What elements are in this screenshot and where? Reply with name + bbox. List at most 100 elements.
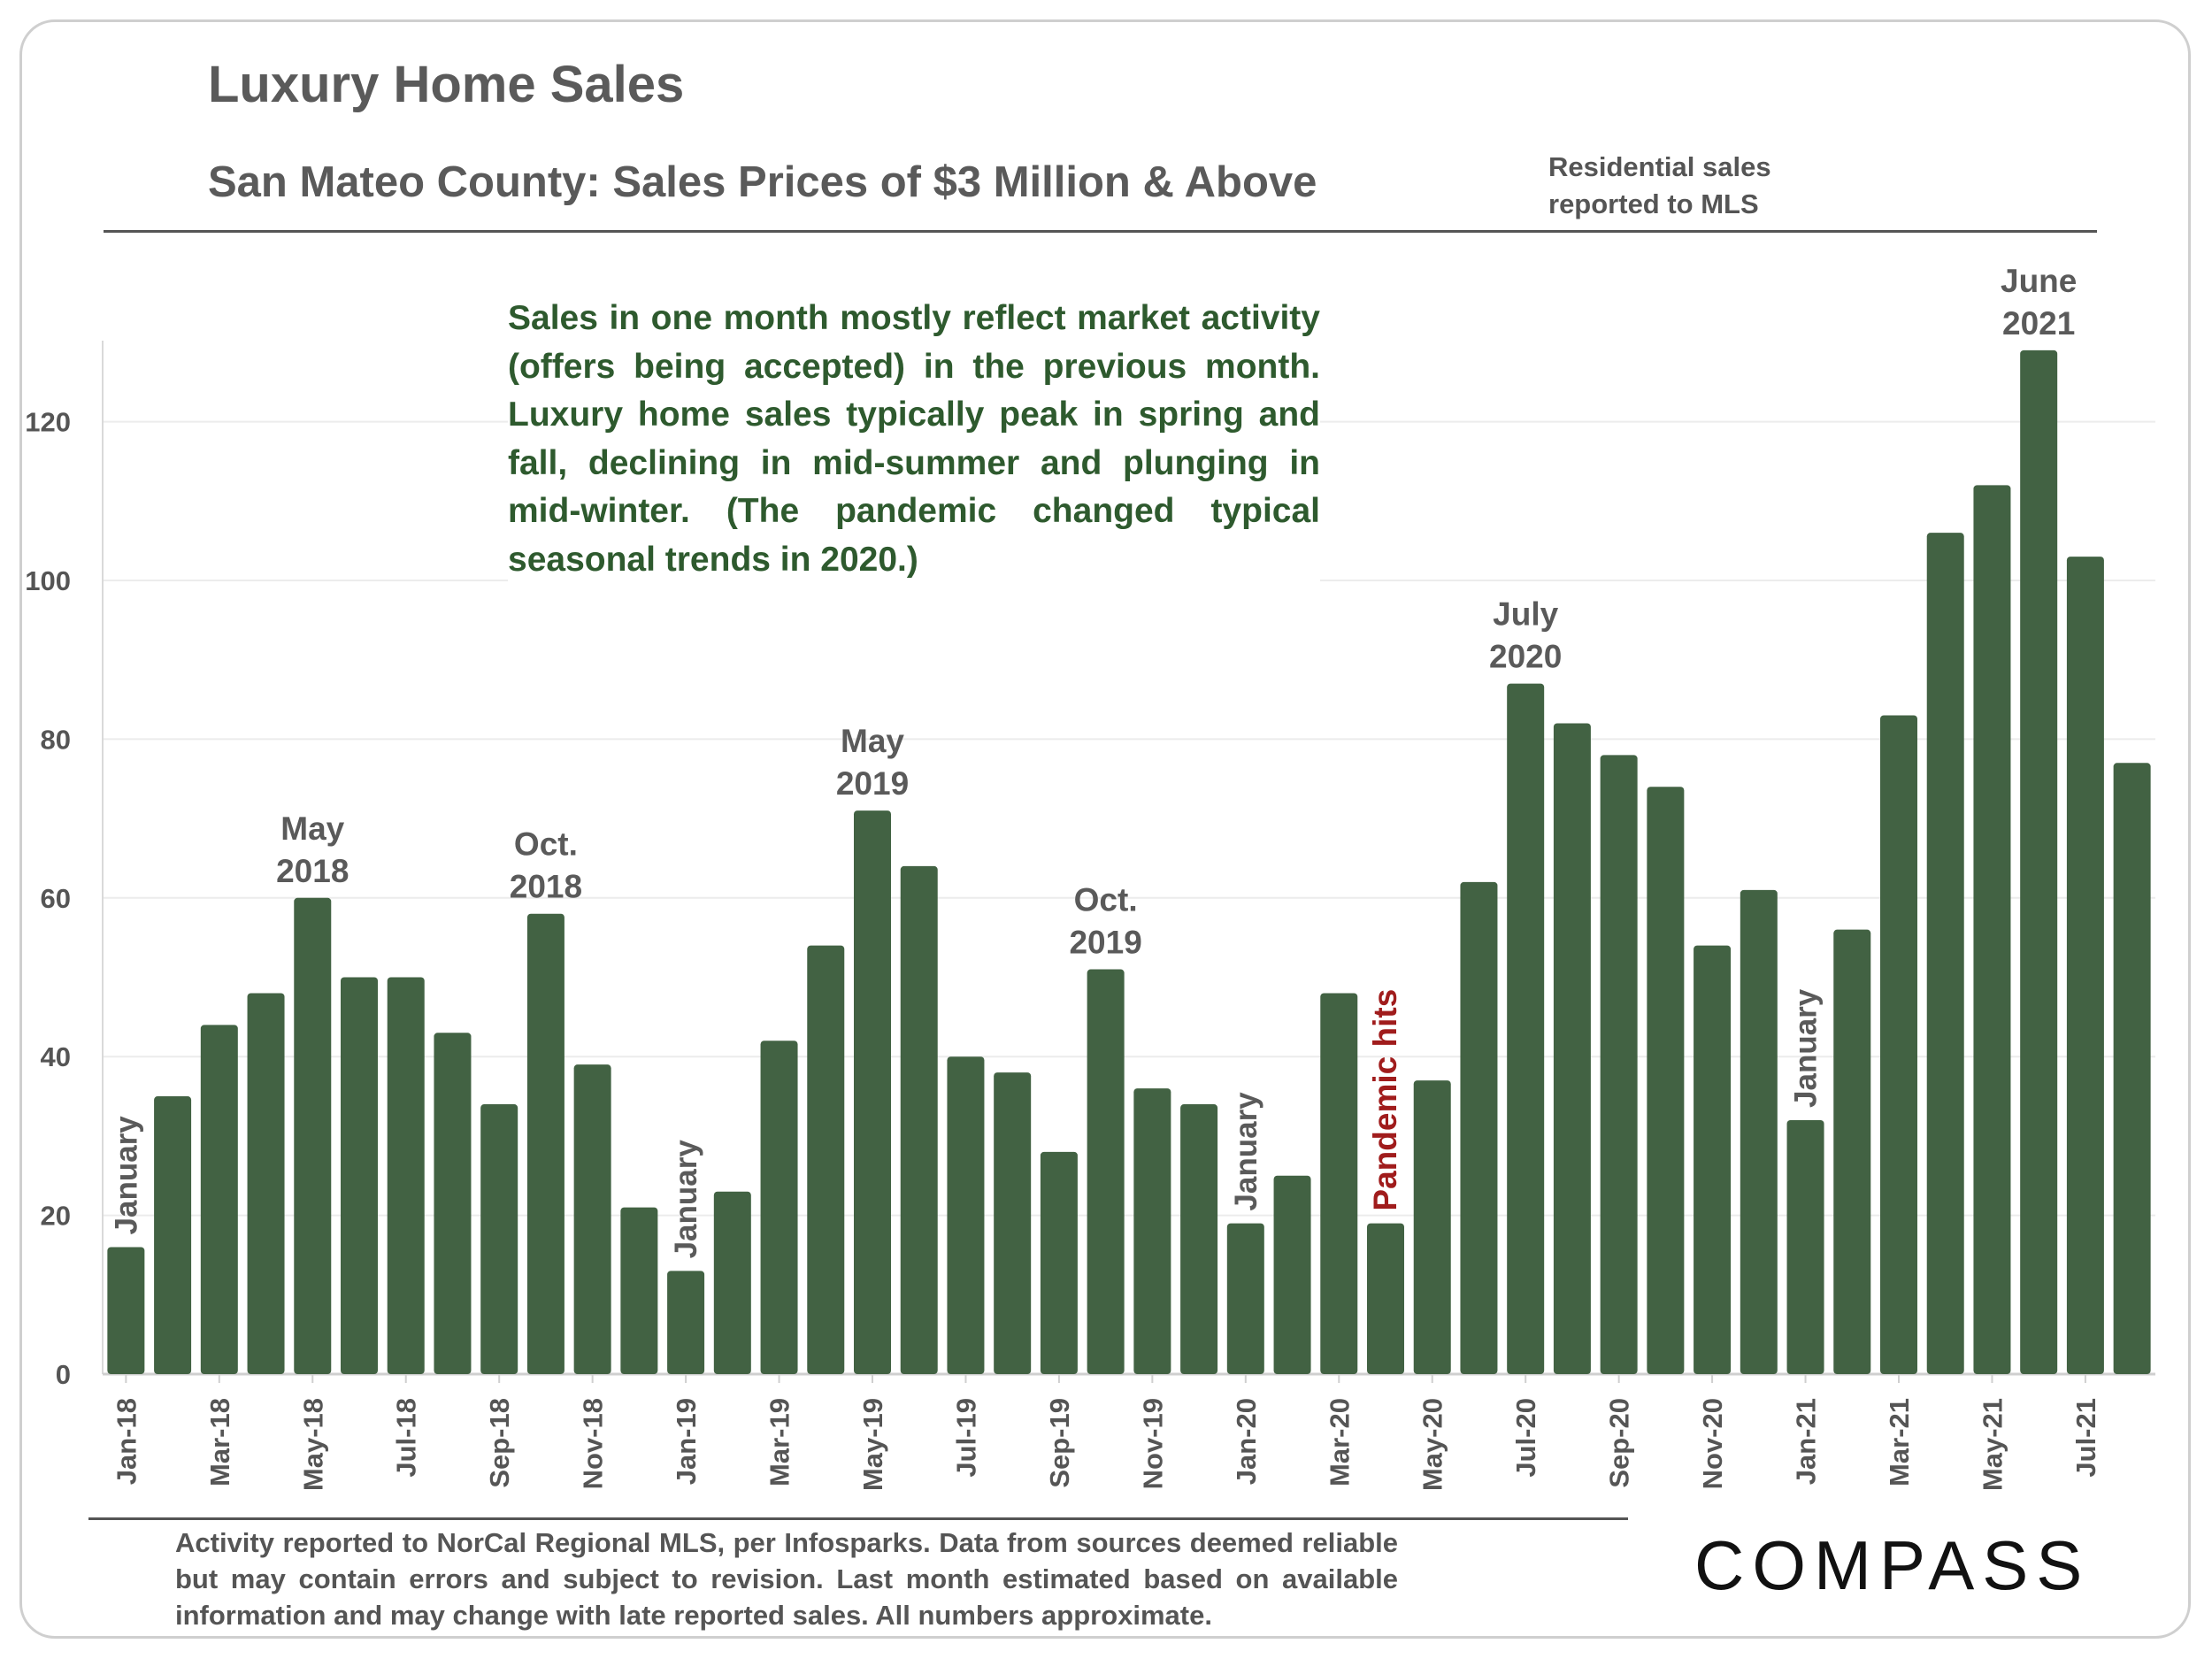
x-tick-label: May-20 [1417,1398,1448,1491]
peak-label: Oct. [1074,882,1138,918]
x-tick-label: Jan-19 [671,1398,702,1485]
chart-frame [19,19,2191,1639]
bar [294,897,332,1374]
bar [480,1104,518,1374]
x-tick-label: Jan-21 [1791,1398,1822,1485]
january-label: January [669,1140,703,1259]
january-label: January [109,1116,143,1235]
bar [387,977,425,1374]
y-tick-label: 40 [41,1041,71,1072]
bar [620,1207,658,1374]
bar [1040,1151,1078,1374]
bar [1320,993,1358,1374]
x-tick-label: Sep-20 [1604,1398,1635,1488]
page-title: Luxury Home Sales [208,56,685,113]
bar [1367,1223,1404,1374]
footer-disclaimer: Activity reported to NorCal Regional MLS… [175,1527,1398,1631]
bar [1226,1223,1264,1374]
x-tick-label: Jan-18 [111,1398,142,1485]
x-tick-label: Nov-18 [578,1398,609,1489]
bar [1180,1104,1218,1374]
bar [1694,945,1732,1374]
bar [1786,1119,1824,1374]
bar [434,1033,472,1374]
x-tick-label: Jul-21 [2070,1398,2101,1478]
bar [1600,755,1638,1374]
header-divider [104,230,2097,233]
x-tick-label: Jan-20 [1231,1398,1262,1485]
x-tick-label: May-19 [857,1398,888,1491]
january-label: January [1789,988,1824,1108]
bar [526,913,565,1374]
bar [1647,787,1685,1374]
annotation-note: Sales in one month mostly reflect market… [508,295,1320,589]
x-tick-label: May-18 [297,1398,328,1491]
x-tick-label: Mar-21 [1884,1398,1915,1486]
bar [1413,1080,1451,1374]
x-tick-label: Mar-20 [1324,1398,1355,1486]
bar [1273,1175,1311,1374]
y-tick-label: 100 [25,565,71,596]
y-tick-label: 80 [41,724,71,755]
source-note-line-2: reported to MLS [1548,188,1759,219]
bar [573,1064,611,1374]
source-note: Residential sales reported to MLS [1548,149,1840,223]
bar [994,1072,1032,1374]
bar [667,1271,705,1374]
peak-label: 2018 [510,869,582,905]
bar [947,1056,985,1374]
x-tick-label: Jul-20 [1510,1398,1541,1478]
footer-divider [88,1517,1628,1520]
peak-label: 2019 [836,765,909,802]
bar [900,865,938,1374]
bar [1460,881,1498,1374]
peak-label: 2020 [1489,639,1562,675]
x-tick-label: Nov-20 [1697,1398,1728,1489]
bar [107,1247,145,1374]
compass-logo-text: COMPASS [1694,1526,2090,1598]
peak-label: July [1493,596,1558,633]
bar [807,945,845,1374]
x-tick-label: Mar-19 [764,1398,795,1486]
bar [1740,889,1778,1374]
bar [1833,929,1871,1374]
january-label: January [1229,1092,1263,1211]
x-tick-label: Nov-19 [1137,1398,1168,1489]
x-tick-label: Jul-18 [391,1398,422,1478]
peak-label: 2019 [1069,925,1141,961]
bar [1973,485,2011,1374]
x-tick-label: Mar-18 [204,1398,235,1486]
y-tick-label: 20 [41,1201,71,1232]
compass-logo: COMPASS [1694,1526,2090,1598]
x-tick-label: Sep-18 [484,1398,515,1488]
bar [154,1096,192,1374]
pandemic-label: Pandemic hits [1367,989,1403,1211]
x-tick-label: Sep-19 [1044,1398,1075,1488]
bar [247,993,285,1374]
bar [1553,723,1591,1374]
bar [760,1041,798,1374]
bar [1880,715,1917,1374]
bar [713,1191,751,1374]
peak-label: May [280,810,344,847]
peak-label: May [841,723,904,759]
source-note-line-1: Residential sales [1548,151,1771,182]
bar [1087,969,1125,1374]
bar [854,810,891,1374]
bar [1133,1088,1171,1374]
y-tick-label: 0 [56,1359,71,1390]
peak-label: 2021 [2002,305,2075,342]
x-tick-label: Jul-19 [950,1398,981,1478]
peak-label: Oct. [514,826,578,863]
bar [200,1025,238,1374]
bar [1507,683,1545,1374]
bar [2020,349,2058,1374]
peak-label: June [2001,263,2077,299]
y-tick-label: 120 [25,407,71,438]
chart-subtitle: San Mateo County: Sales Prices of $3 Mil… [208,158,1317,206]
bar [341,977,378,1374]
bar [1926,533,1964,1374]
x-tick-label: May-21 [1977,1398,2008,1491]
bar [2066,557,2104,1374]
